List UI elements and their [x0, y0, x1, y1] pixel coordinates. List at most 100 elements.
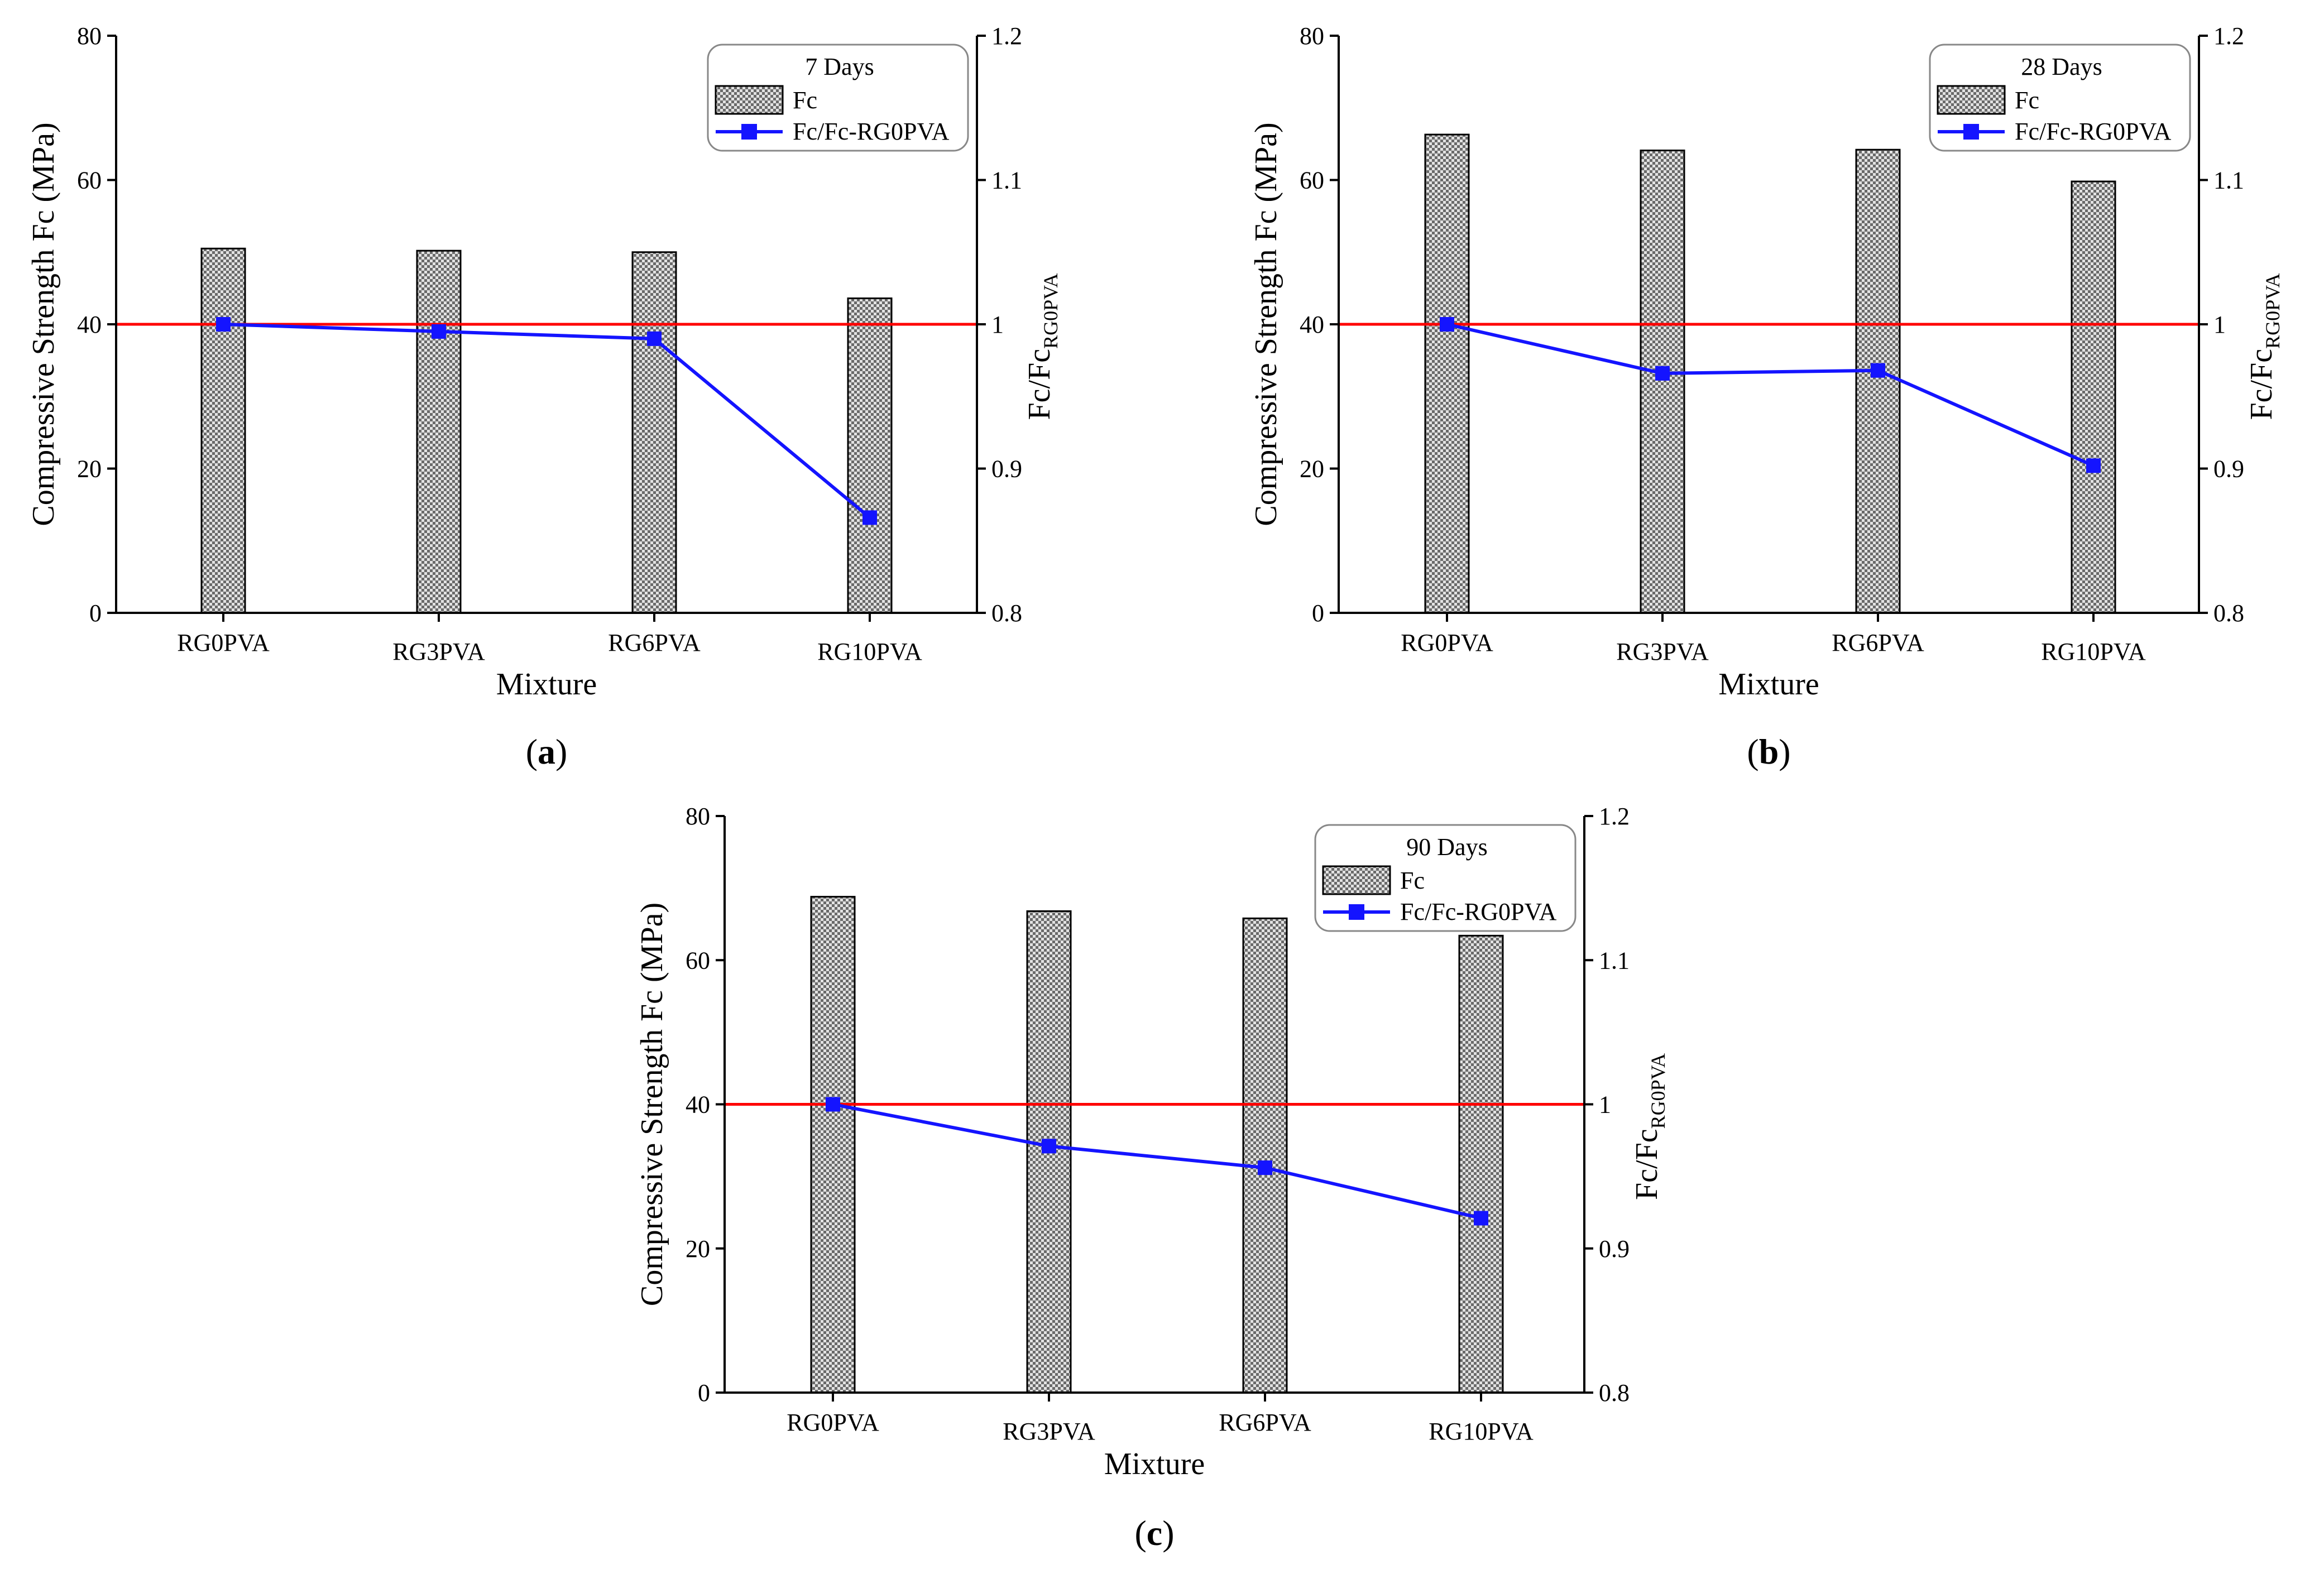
legend-label-fc: Fc — [2015, 87, 2039, 114]
right-tick-label: 0.9 — [1599, 1235, 1630, 1263]
bar-fc-rg6pva — [1855, 148, 1901, 614]
left-tick-label: 40 — [686, 1091, 710, 1119]
ratio-line — [832, 1102, 1482, 1220]
legend-marker-swatch — [1963, 124, 1979, 140]
left-tick-label: 80 — [1300, 22, 1324, 50]
bar-fc-rg0pva — [810, 896, 856, 1394]
bar-fc-rg6pva — [631, 251, 677, 614]
legend: 28 Days Fc Fc/Fc-RG0PVA — [1929, 44, 2191, 152]
category-label-rg10pva: RG10PVA — [817, 638, 922, 665]
subfigure-paren-close: ) — [1162, 1513, 1174, 1553]
right-tick-label: 1.2 — [2213, 22, 2244, 50]
legend-box — [707, 44, 969, 152]
legend-bar-swatch — [1937, 85, 2006, 115]
chart-panel-a: 0 20 40 60 80 0.8 0.9 1 1.1 1.2 RG0PVA RG3PVA RG6PVA… — [26, 22, 1062, 771]
legend-bar-swatch — [715, 85, 784, 115]
subfigure-label: (c) — [1134, 1513, 1174, 1553]
bar-fc-rg0pva — [1424, 133, 1470, 614]
y2-axis-label-main: Fc/Fc — [2244, 349, 2279, 420]
ratio-point-rg6pva — [1871, 363, 1885, 378]
legend-box — [1929, 44, 2191, 152]
right-tick-label: 1.2 — [1599, 803, 1630, 830]
y-axis-label: Compressive Strength Fc (MPa) — [635, 903, 669, 1306]
legend-label-ratio: Fc/Fc-RG0PVA — [793, 118, 950, 145]
y2-axis-label-sub: RG0PVA — [1647, 1053, 1669, 1129]
category-label-rg6pva: RG6PVA — [1832, 629, 1924, 656]
category-label-rg3pva: RG3PVA — [1616, 638, 1709, 665]
ratio-point-rg10pva — [862, 510, 877, 525]
category-label-rg0pva: RG0PVA — [787, 1409, 879, 1436]
y2-axis-label-main: Fc/Fc — [1630, 1129, 1664, 1200]
ratio-line — [223, 323, 871, 519]
right-tick-label: 1.1 — [991, 167, 1022, 194]
right-tick-label: 1 — [2213, 311, 2226, 338]
left-tick-label: 0 — [1312, 599, 1324, 627]
legend-label-fc: Fc — [1400, 867, 1425, 894]
left-tick-label: 60 — [77, 167, 102, 194]
ratio-point-rg10pva — [1474, 1211, 1488, 1226]
category-label-rg6pva: RG6PVA — [1219, 1409, 1311, 1436]
legend-label-fc: Fc — [793, 87, 817, 114]
legend-marker-swatch — [1349, 904, 1364, 920]
legend-box — [1314, 824, 1577, 932]
bar-fc-rg10pva — [847, 297, 893, 614]
ratio-point-rg6pva — [647, 331, 662, 346]
y2-axis-label-sub: RG0PVA — [1039, 273, 1062, 349]
left-tick-label: 40 — [77, 311, 102, 338]
legend-title: 28 Days — [2021, 53, 2102, 80]
right-tick-label: 0.9 — [2213, 455, 2244, 483]
legend-label-ratio: Fc/Fc-RG0PVA — [1400, 898, 1557, 925]
legend-label-ratio: Fc/Fc-RG0PVA — [2015, 118, 2172, 145]
legend-title: 90 Days — [1406, 833, 1487, 861]
subfigure-label: (b) — [1747, 732, 1790, 771]
y2-axis-label: Fc/FcRG0PVA — [2244, 273, 2284, 420]
y2-axis-label: Fc/FcRG0PVA — [1630, 1053, 1669, 1200]
left-tick-label: 60 — [1300, 167, 1324, 194]
ratio-point-rg0pva — [826, 1097, 840, 1112]
category-label-rg10pva: RG10PVA — [2041, 638, 2146, 665]
legend: 90 Days Fc Fc/Fc-RG0PVA — [1314, 824, 1577, 932]
legend: 7 Days Fc Fc/Fc-RG0PVA — [707, 44, 969, 152]
legend-title: 7 Days — [805, 53, 874, 80]
subfigure-paren-open: ( — [1134, 1513, 1146, 1553]
chart-panel-b: 0 20 40 60 80 0.8 0.9 1 1.1 1.2 RG0PVA RG3PVA RG6PVA… — [1249, 22, 2284, 771]
left-tick-label: 80 — [686, 803, 710, 830]
chart-panel-c: 0 20 40 60 80 0.8 0.9 1 1.1 1.2 RG0PVA RG3PVA RG6PVA… — [635, 803, 1669, 1553]
ratio-point-rg3pva — [1042, 1139, 1056, 1154]
subfigure-paren-close: ) — [555, 732, 567, 771]
y2-axis-label-main: Fc/Fc — [1022, 349, 1057, 420]
bar-fc-rg0pva — [200, 247, 246, 614]
subfigure-label: (a) — [526, 732, 568, 771]
right-tick-label: 0.8 — [1599, 1379, 1630, 1407]
y2-axis-label: Fc/FcRG0PVA — [1022, 273, 1062, 420]
right-tick-label: 1.1 — [2213, 167, 2244, 194]
left-tick-label: 20 — [686, 1235, 710, 1263]
ratio-point-rg3pva — [432, 324, 446, 339]
subfigure-letter: c — [1147, 1513, 1162, 1553]
right-tick-label: 0.8 — [991, 599, 1022, 627]
ratio-line — [1446, 323, 2095, 468]
y-axis-label: Compressive Strength Fc (MPa) — [1249, 122, 1283, 526]
right-tick-label: 1 — [991, 311, 1004, 338]
subfigure-letter: a — [538, 732, 555, 771]
left-tick-label: 60 — [686, 947, 710, 974]
bar-fc-rg6pva — [1242, 917, 1288, 1394]
ratio-point-rg6pva — [1258, 1160, 1272, 1175]
ratio-point-rg10pva — [2086, 458, 2101, 473]
right-tick-label: 1.1 — [1599, 947, 1630, 974]
x-axis-label: Mixture — [1104, 1447, 1205, 1481]
category-label-rg0pva: RG0PVA — [177, 629, 270, 656]
right-tick-label: 1 — [1599, 1091, 1611, 1119]
right-tick-label: 0.9 — [991, 455, 1022, 483]
subfigure-paren-close: ) — [1779, 732, 1790, 771]
left-tick-label: 80 — [77, 22, 102, 50]
subfigure-letter: b — [1759, 732, 1779, 771]
category-label-rg10pva: RG10PVA — [1429, 1418, 1534, 1445]
left-tick-label: 0 — [89, 599, 102, 627]
left-tick-label: 20 — [77, 455, 102, 483]
ratio-point-rg0pva — [1440, 317, 1454, 332]
bar-fc-rg3pva — [416, 249, 462, 614]
left-tick-label: 0 — [698, 1379, 710, 1407]
